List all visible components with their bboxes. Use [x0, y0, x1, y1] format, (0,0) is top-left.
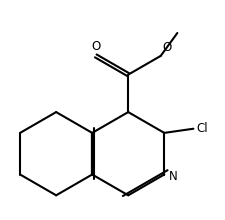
Text: Cl: Cl	[196, 122, 207, 135]
Text: N: N	[168, 170, 176, 183]
Text: O: O	[162, 41, 171, 54]
Text: O: O	[91, 40, 100, 53]
